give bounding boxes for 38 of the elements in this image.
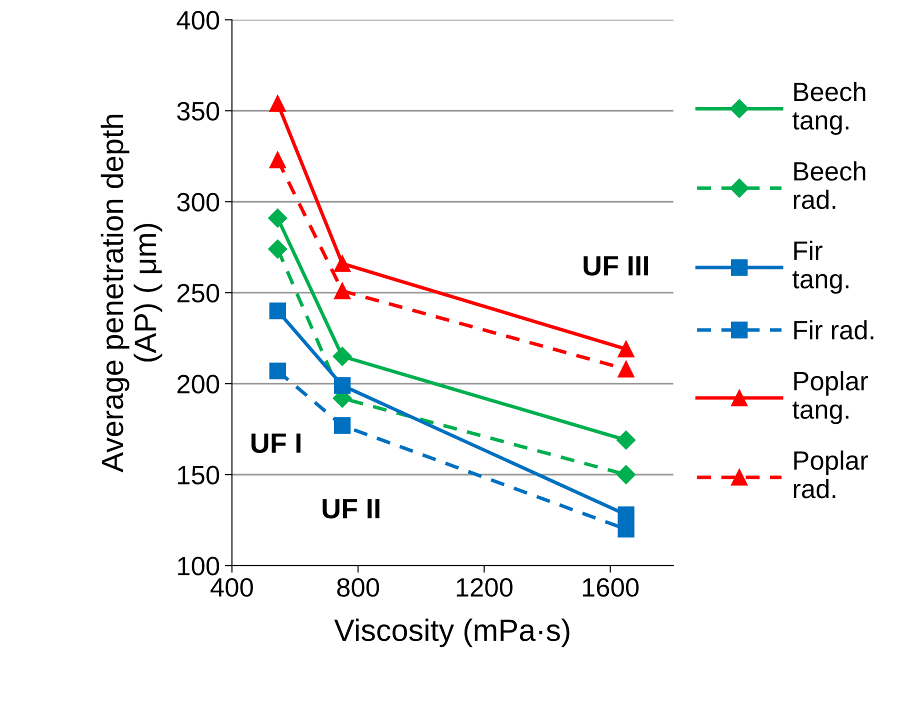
point: [332, 346, 352, 366]
y-tick-label: 100: [178, 556, 220, 576]
legend-label: Fir rad.: [794, 320, 874, 340]
legend-label: Poplar rad.: [794, 450, 868, 498]
y-tick-label: 350: [177, 102, 220, 121]
y-tick-label: 250: [177, 284, 220, 303]
point: [616, 465, 636, 484]
point: [616, 430, 636, 450]
point: [269, 152, 286, 168]
point: [268, 208, 288, 228]
point: [334, 255, 351, 272]
x-tick-label: 400: [210, 578, 253, 597]
annotation: UF I: [252, 434, 300, 453]
annotation: UF II: [322, 499, 380, 518]
point: [269, 302, 286, 320]
point: [618, 360, 634, 378]
annotation: UF III: [584, 256, 648, 276]
point: [269, 362, 286, 380]
y-tick-label: 150: [178, 466, 220, 484]
point: [618, 520, 634, 538]
legend-label: Poplar tang.: [792, 371, 868, 424]
point: [334, 417, 351, 434]
y-tick-label: 200: [177, 374, 220, 394]
y-tick-label: 400: [176, 10, 220, 30]
x-axis-title: Viscosity (mPa·s): [334, 618, 570, 648]
point: [269, 95, 286, 112]
y-axis-title: Average penetration depth (AP) ( μm): [100, 114, 162, 472]
point: [268, 240, 288, 259]
legend-label: Beech rad.: [794, 161, 866, 210]
point: [334, 377, 351, 394]
x-tick-label: 800: [337, 578, 380, 597]
point: [618, 340, 634, 358]
legend-label: Fir tang.: [792, 240, 848, 294]
point: [334, 282, 351, 300]
legend-label: Beech tang.: [792, 82, 866, 135]
x-tick-label: 1600: [582, 578, 639, 597]
x-tick-label: 1200: [456, 578, 512, 597]
y-tick-label: 300: [177, 192, 220, 212]
